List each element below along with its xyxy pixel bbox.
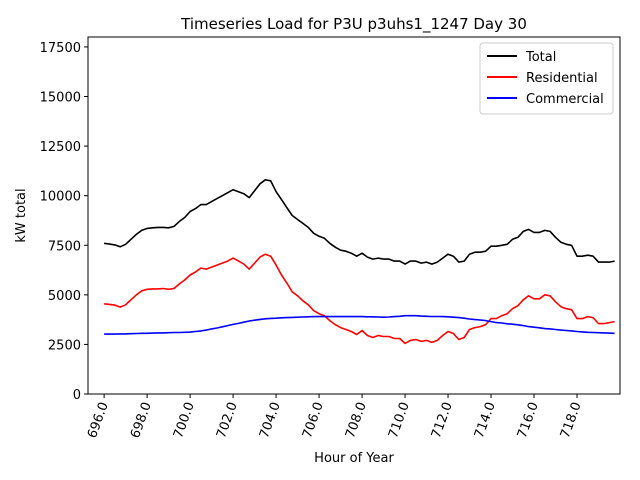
y-tick-label: 7500 xyxy=(48,239,81,254)
y-tick-label: 12500 xyxy=(40,140,81,155)
y-tick-label: 0 xyxy=(73,388,81,403)
legend-label-commercial: Commercial xyxy=(526,92,604,107)
y-tick-label: 5000 xyxy=(48,289,81,304)
series-line-total xyxy=(103,179,615,265)
plot-frame xyxy=(87,36,621,395)
y-tick-label: 17500 xyxy=(40,41,81,56)
y-tick-label: 15000 xyxy=(40,91,81,106)
series-line-residential xyxy=(104,253,615,345)
y-tick-label: 2500 xyxy=(48,338,81,353)
x-axis-title: Hour of Year xyxy=(314,451,394,466)
plot-lines xyxy=(103,179,615,345)
y-tick-label: 10000 xyxy=(40,190,81,205)
legend: Total Residential Commercial xyxy=(479,42,614,115)
legend-label-residential: Residential xyxy=(526,71,598,86)
y-axis: 0 2500 5000 7500 10000 12500 15000 17500 xyxy=(40,41,88,403)
legend-box xyxy=(479,42,614,115)
chart-title: Timeseries Load for P3U p3uhs1_1247 Day … xyxy=(180,15,527,34)
series-line-commercial xyxy=(104,314,615,335)
legend-label-total: Total xyxy=(525,50,556,65)
y-axis-title: kW total xyxy=(14,188,29,242)
